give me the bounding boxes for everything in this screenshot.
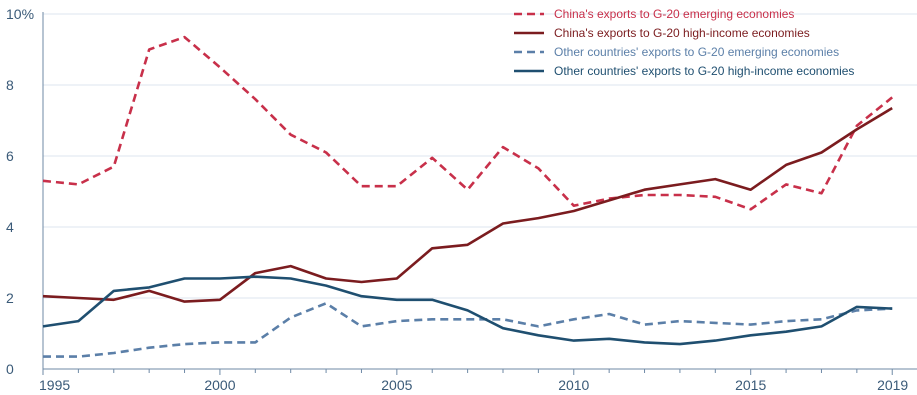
axes: 0 2 4 6 8 10% 1995 2000 2005 2010 2015 2019: [6, 6, 917, 393]
legend-label-1: China's exports to G-20 emerging economi…: [554, 7, 794, 21]
x-tick-label: 2015: [735, 377, 766, 393]
y-tick-label: 6: [6, 148, 14, 164]
legend: China's exports to G-20 emerging economi…: [514, 7, 854, 78]
y-tick-label: 4: [6, 219, 14, 235]
x-tick-label: 2010: [558, 377, 589, 393]
series-line-4: [42, 275, 893, 346]
x-tick-label: 2005: [381, 377, 412, 393]
legend-label-4: Other countries' exports to G-20 high-in…: [554, 64, 854, 78]
y-tick-label: 0: [6, 361, 14, 377]
x-tick-label: 1995: [39, 377, 70, 393]
x-tick-label: 2019: [877, 377, 908, 393]
x-tick-label: 2000: [204, 377, 235, 393]
series-line-2: [42, 106, 893, 303]
legend-label-3: Other countries' exports to G-20 emergin…: [554, 45, 839, 59]
legend-label-2: China's exports to G-20 high-income econ…: [554, 26, 810, 40]
series-line-3: [43, 301, 893, 358]
y-tick-label: 10%: [6, 6, 34, 22]
y-tick-label: 8: [6, 77, 14, 93]
y-tick-label: 2: [6, 290, 14, 306]
series-layer: [42, 35, 894, 358]
series-line-1: [42, 35, 894, 211]
